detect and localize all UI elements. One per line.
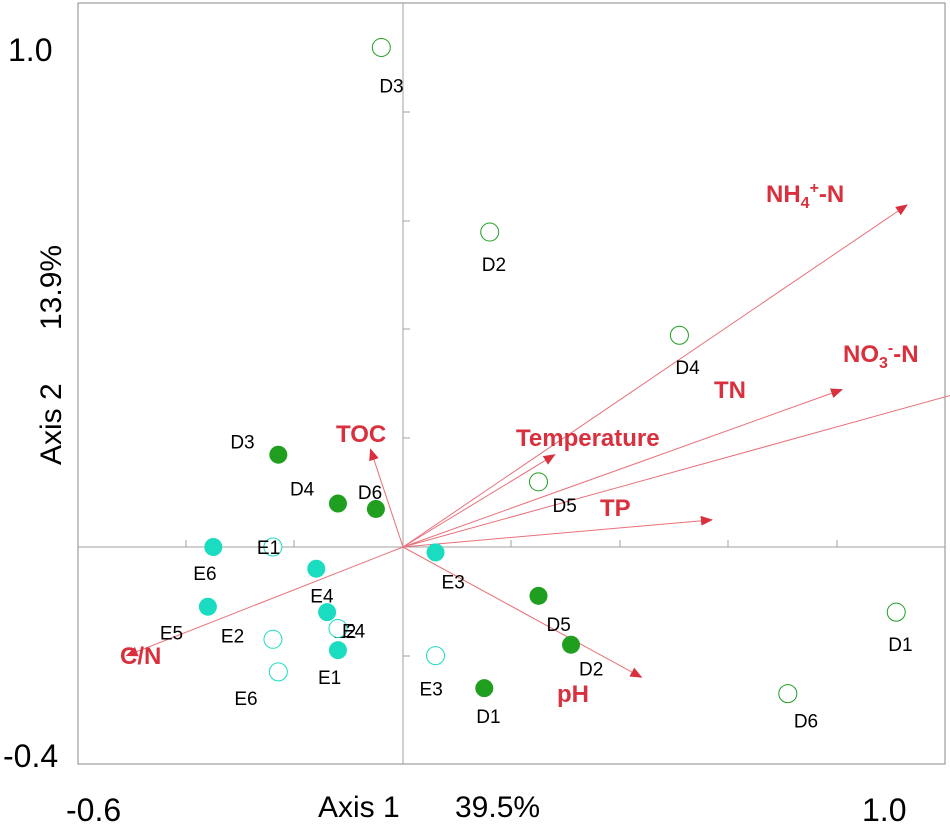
sample-label-d3: D3 [379, 76, 403, 97]
sample-point-d1 [475, 679, 494, 698]
sample-point-d5 [529, 472, 548, 492]
x-axis-ticks [185, 540, 838, 547]
sample-point-e4 [307, 559, 326, 578]
sample-label-e3: E3 [442, 572, 465, 593]
sample-point-d3 [269, 445, 288, 464]
vector-label-tp: TP [600, 495, 631, 522]
sample-label-d5: D5 [553, 496, 577, 517]
vector-label-c-n: C/N [120, 643, 161, 670]
sample-point-e6 [204, 538, 223, 556]
sample-point-d6 [778, 684, 798, 704]
sample-label-d1: D1 [888, 635, 912, 656]
sample-point-e2 [318, 603, 337, 622]
sample-label-e2: E2 [221, 626, 244, 647]
vector-temperature [402, 454, 556, 548]
vectors-group [125, 204, 950, 678]
sample-label-e6: E6 [234, 689, 257, 710]
sample-point-e5 [198, 597, 217, 616]
vector-label-temperature: Temperature [516, 425, 660, 452]
sample-label-e1: E1 [318, 668, 341, 689]
x-tick-label-max: 1.0 [862, 792, 906, 828]
sample-label-e3: E3 [420, 680, 443, 701]
y-tick-label-max: 1.0 [8, 32, 52, 68]
y-axis-title: Axis 2 [35, 383, 68, 465]
sample-label-d1: D1 [476, 707, 500, 728]
sample-label-e6: E6 [193, 564, 216, 585]
vector-label-toc: TOC [336, 421, 386, 448]
sample-point-e1 [328, 641, 347, 660]
sample-label-e4: E4 [342, 621, 366, 642]
sample-point-d6 [366, 499, 385, 518]
sample-point-d1 [886, 602, 906, 622]
sample-label-e5: E5 [160, 624, 183, 645]
sample-point-e4 [328, 618, 348, 638]
vector-label-ph: pH [557, 681, 589, 708]
sample-point-d2 [480, 222, 500, 242]
sample-points-group: D3D2D4D5D1D6D3D4D6D5D2D1E6E4E2E1E5E3E1E2… [160, 37, 913, 733]
sample-label-d4: D4 [290, 480, 315, 501]
sample-label-d3: D3 [230, 433, 254, 454]
vector-tp [402, 515, 713, 548]
sample-point-e6 [268, 662, 288, 682]
sample-label-d6: D6 [358, 483, 382, 504]
vector-tn [402, 388, 843, 548]
plot-frame [77, 2, 946, 765]
sample-point-d4 [328, 494, 347, 513]
sample-point-e3 [426, 646, 446, 666]
vector-nh4-n [402, 204, 908, 548]
y-axis-percent: 13.9% [35, 245, 68, 330]
vector-no3-n [402, 394, 950, 548]
sample-label-d2: D2 [482, 255, 506, 276]
sample-label-d2: D2 [579, 660, 603, 681]
sample-point-d5 [529, 586, 548, 605]
sample-point-e3 [426, 543, 445, 562]
y-axis-ticks [403, 111, 410, 657]
sample-point-d3 [371, 37, 391, 57]
x-axis-title: Axis 1 [318, 791, 400, 824]
x-axis-percent: 39.5% [455, 791, 540, 824]
sample-label-d6: D6 [794, 712, 818, 733]
sample-label-e1: E1 [257, 538, 280, 559]
x-tick-label-min: -0.6 [66, 792, 121, 828]
sample-label-d4: D4 [675, 358, 700, 379]
sample-point-e1 [263, 537, 283, 557]
sample-label-e4: E4 [310, 587, 334, 608]
sample-point-e2 [263, 629, 283, 649]
y-tick-label-min: -0.4 [3, 738, 58, 774]
vector-label-nh4-n: NH4+-N [766, 180, 844, 212]
vector-c-n [125, 546, 404, 657]
sample-point-d2 [562, 635, 581, 654]
vector-ph [402, 546, 643, 678]
sample-label-d5: D5 [547, 615, 571, 636]
vector-toc [369, 448, 404, 548]
vector-label-tn: TN [714, 377, 746, 404]
vector-label-no3-n: NO3--N [843, 340, 919, 372]
sample-point-d4 [669, 325, 689, 345]
